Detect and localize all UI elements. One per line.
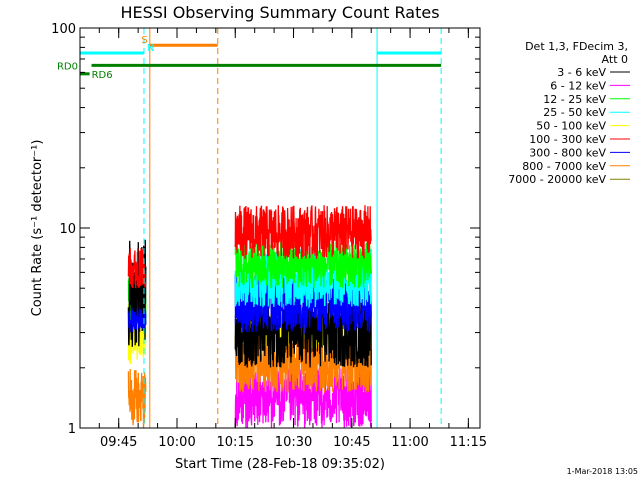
data-segment [127, 239, 147, 428]
legend-entry-label: 25 - 50 keV [543, 106, 606, 119]
flag-label: RD0 [57, 61, 78, 72]
data-series-line [127, 368, 147, 428]
y-tick-label: 100 [51, 22, 76, 37]
flag-label: S [141, 35, 147, 46]
data-series-line [127, 307, 147, 333]
x-tick-label: 11:15 [450, 435, 487, 450]
y-tick-label: 10 [59, 222, 76, 237]
x-tick-label: 10:45 [333, 435, 370, 450]
data-series-line [234, 332, 372, 393]
legend-entry-label: 100 - 300 keV [529, 133, 606, 146]
data-series-line [234, 367, 372, 428]
x-tick-label: 10:30 [275, 435, 312, 450]
flag-label: RD6 [92, 70, 113, 81]
data-series-line [127, 298, 147, 365]
legend-entry-label: 6 - 12 keV [550, 79, 606, 92]
data-series-line [127, 247, 147, 289]
data-series-line [234, 205, 372, 259]
x-axis-label: Start Time (28-Feb-18 09:35:02) [175, 457, 385, 472]
x-tick-label: 10:15 [217, 435, 254, 450]
legend-entry-label: 12 - 25 keV [543, 93, 606, 106]
data-segment [234, 205, 372, 428]
x-tick-label: 09:45 [100, 435, 137, 450]
y-tick-label: 1 [68, 422, 76, 437]
footnote-timestamp: 1-Mar-2018 13:05 [567, 467, 638, 476]
x-tick-label: 10:00 [158, 435, 195, 450]
legend-header: Att 0 [602, 53, 628, 66]
legend-entry-label: 800 - 7000 keV [522, 160, 606, 173]
legend-entry-label: 50 - 100 keV [536, 120, 606, 133]
plot-area: S RD0 RD6 N [57, 28, 442, 428]
legend-header: Det 1,3, FDecim 3, [525, 40, 628, 53]
x-tick-label: 11:00 [391, 435, 428, 450]
legend-entry-label: 3 - 6 keV [557, 66, 606, 79]
legend-entry-label: 300 - 800 keV [529, 146, 606, 159]
axis-ticks: 1 10 100 09:45 10:00 10:15 10:30 10:45 11:00 11:1… [51, 22, 487, 450]
legend-entry-label: 7000 - 20000 keV [508, 173, 606, 186]
flag-mark-label: N [147, 43, 154, 54]
chart-title: HESSI Observing Summary Count Rates [120, 3, 439, 22]
y-axis-label: Count Rate (s⁻¹ detector⁻¹) [30, 140, 45, 317]
